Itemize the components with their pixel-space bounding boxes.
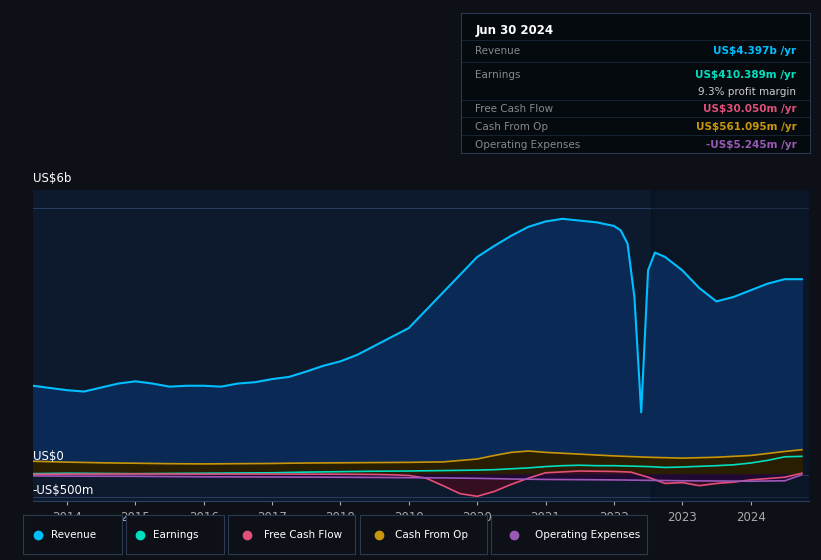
Text: -US$500m: -US$500m xyxy=(33,483,94,497)
Text: US$0: US$0 xyxy=(33,450,63,463)
Text: -US$5.245m /yr: -US$5.245m /yr xyxy=(705,140,796,150)
Text: US$4.397b /yr: US$4.397b /yr xyxy=(713,46,796,56)
Text: Revenue: Revenue xyxy=(51,530,96,540)
Text: Operating Expenses: Operating Expenses xyxy=(475,140,580,150)
Text: Cash From Op: Cash From Op xyxy=(395,530,468,540)
Text: Jun 30 2024: Jun 30 2024 xyxy=(475,24,553,37)
Text: US$30.050m /yr: US$30.050m /yr xyxy=(703,104,796,114)
Text: US$561.095m /yr: US$561.095m /yr xyxy=(695,122,796,132)
Text: Free Cash Flow: Free Cash Flow xyxy=(475,104,553,114)
Bar xyxy=(652,190,809,501)
Text: Cash From Op: Cash From Op xyxy=(475,122,548,132)
Text: US$410.389m /yr: US$410.389m /yr xyxy=(695,70,796,80)
Text: US$6b: US$6b xyxy=(33,172,71,185)
Text: 9.3% profit margin: 9.3% profit margin xyxy=(699,87,796,97)
Text: Earnings: Earnings xyxy=(154,530,199,540)
Text: Revenue: Revenue xyxy=(475,46,521,56)
Text: Operating Expenses: Operating Expenses xyxy=(534,530,640,540)
Text: Free Cash Flow: Free Cash Flow xyxy=(264,530,342,540)
Text: Earnings: Earnings xyxy=(475,70,521,80)
